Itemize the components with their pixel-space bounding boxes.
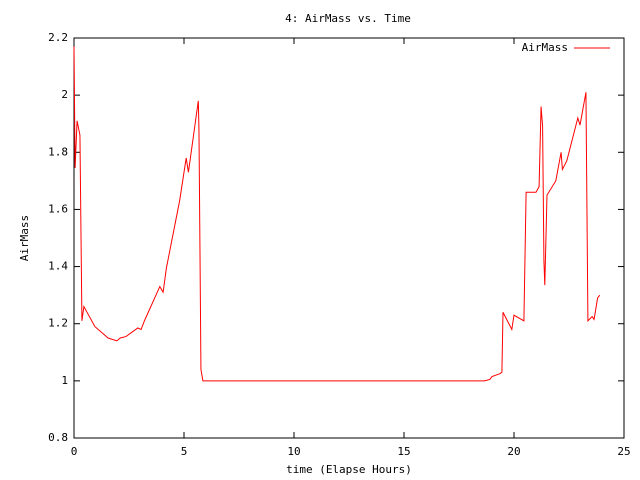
plot-frame bbox=[73, 37, 625, 439]
y-tick-label: 1.4 bbox=[48, 260, 68, 273]
y-tick-label: 2 bbox=[61, 88, 68, 101]
x-tick-label: 20 bbox=[507, 445, 520, 458]
y-tick-label: 1 bbox=[61, 374, 68, 387]
y-tick-label: 1.8 bbox=[48, 145, 68, 158]
y-tick-label: 1.6 bbox=[48, 202, 68, 215]
x-tick-label: 0 bbox=[71, 445, 78, 458]
chart-title: 4: AirMass vs. Time bbox=[285, 12, 411, 25]
x-tick-label: 25 bbox=[617, 445, 630, 458]
x-tick-label: 5 bbox=[181, 445, 188, 458]
x-tick-label: 15 bbox=[397, 445, 410, 458]
y-tick-label: 1.2 bbox=[48, 317, 68, 330]
data-line bbox=[73, 46, 601, 382]
x-tick-label: 10 bbox=[287, 445, 300, 458]
y-tick-label: 2.2 bbox=[48, 31, 68, 44]
x-axis-label: time (Elapse Hours) bbox=[286, 463, 412, 476]
y-tick-label: 0.8 bbox=[48, 431, 68, 444]
y-axis-label: AirMass bbox=[18, 215, 31, 261]
legend-label: AirMass bbox=[522, 41, 568, 54]
